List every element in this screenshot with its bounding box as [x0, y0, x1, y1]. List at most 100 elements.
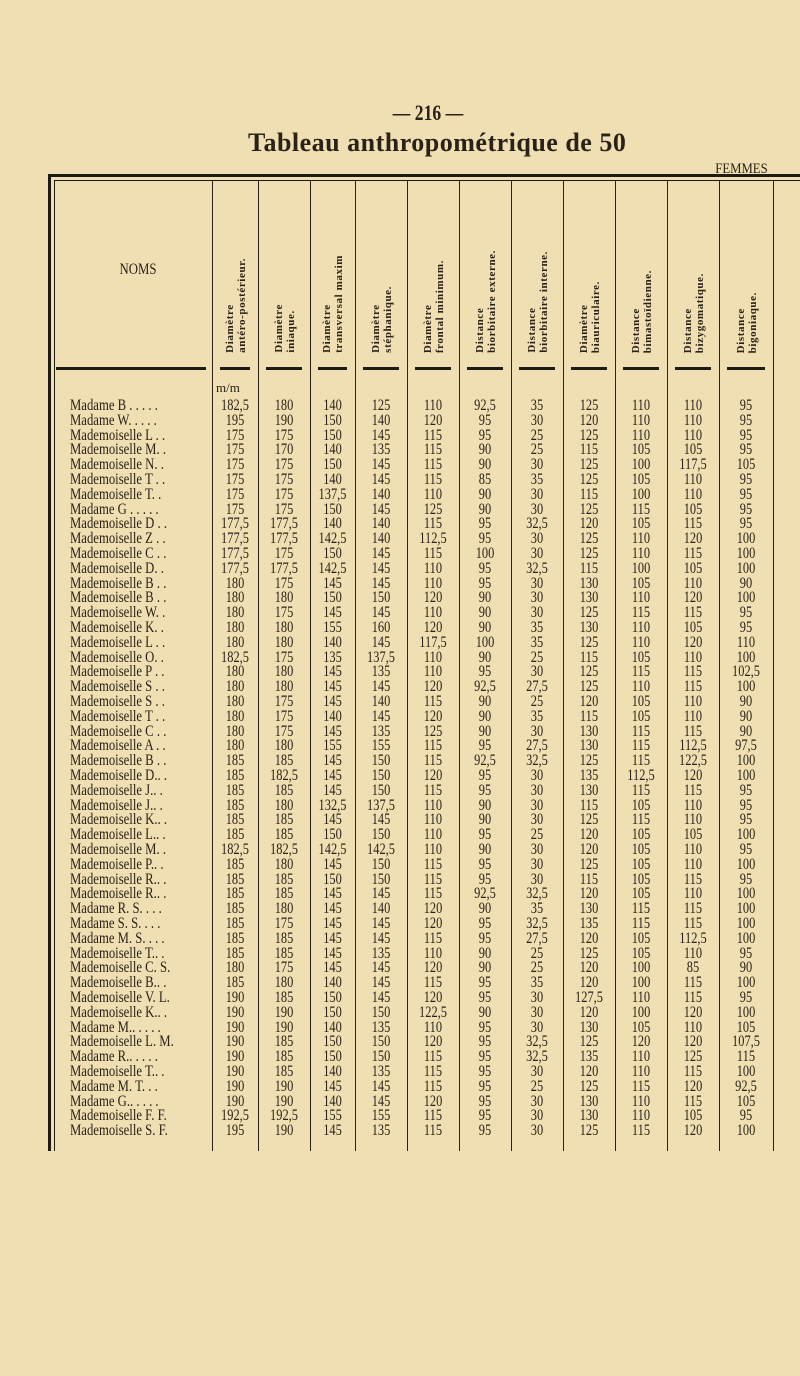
measurement-cell: 175: [225, 456, 245, 474]
measurement-cell: 145: [371, 1092, 391, 1110]
measurement-cell: 185: [274, 1063, 294, 1080]
measurement-cell: 155: [371, 737, 391, 755]
measurement-cell: 130: [579, 781, 599, 799]
column-divider: [355, 181, 356, 1151]
column-header-line: bigoniaque.: [746, 291, 759, 353]
measurement-cell: 100: [475, 545, 495, 562]
measurement-cell: 185: [274, 811, 294, 829]
measurement-cell: 125: [579, 604, 599, 622]
measurement-cell: 95: [478, 1033, 492, 1051]
measurement-cell: 95: [739, 989, 753, 1006]
measurement-cell: 145: [371, 559, 391, 577]
measurement-cell: 120: [423, 1092, 443, 1110]
measurement-cell: 145: [371, 471, 391, 488]
measurement-cell: 110: [683, 841, 703, 858]
column-header-text: Distance bimastoïdienne.: [630, 270, 654, 363]
measurement-cell: 110: [423, 944, 443, 962]
measurement-cell: 90: [739, 722, 753, 740]
measurement-cell: 100: [736, 589, 756, 607]
measurement-cell: 150: [371, 870, 391, 888]
measurement-cell: 125: [579, 530, 599, 548]
measurement-cell: 185: [274, 781, 294, 799]
measurement-cell: 110: [631, 1107, 651, 1125]
measurement-cell: 120: [579, 515, 599, 533]
measurement-cell: 150: [323, 1033, 342, 1051]
measurement-cell: 180: [225, 663, 245, 681]
measurement-cell: 190: [274, 1077, 294, 1095]
table-row: Madame G . . . . . 175 175 150 145 125 90 30 125…: [48, 500, 773, 518]
measurement-cell: 110: [423, 1018, 443, 1036]
column-divider: [212, 181, 213, 1151]
measurement-cell: 117,5: [419, 633, 447, 651]
table-row: Madame W. . . . . 195 190 150 140 120 95 30 120 1…: [48, 411, 773, 429]
header-rule: [220, 367, 250, 370]
measurement-cell: 32,5: [526, 515, 548, 533]
subject-name: Mademoiselle C. S.: [70, 959, 171, 977]
subject-name: Mademoiselle S . .: [70, 678, 165, 696]
measurement-cell: 120: [579, 885, 599, 903]
measurement-cell: 95: [478, 929, 492, 947]
measurement-cell: 190: [274, 1122, 294, 1140]
measurement-cell: 100: [736, 974, 756, 992]
measurement-cell: 195: [225, 1122, 245, 1140]
header-rule: [318, 367, 347, 370]
measurement-cell: 110: [683, 944, 703, 962]
measurement-cell: 95: [478, 411, 492, 429]
table-row: Mademoiselle C . . 180 175 145 135 125 90 30 130…: [48, 722, 773, 740]
measurement-cell: 120: [579, 693, 599, 710]
column-header-line: Diamètre: [223, 304, 236, 353]
measurement-cell: 120: [423, 915, 443, 932]
measurement-cell: 100: [736, 752, 756, 770]
measurement-cell: 32,5: [526, 885, 548, 903]
measurement-cell: 115: [631, 1077, 651, 1095]
measurement-cell: 145: [371, 707, 391, 725]
measurement-cell: 145: [371, 811, 391, 829]
measurement-cell: 115: [683, 900, 703, 918]
measurement-cell: 185: [274, 826, 294, 844]
header-rule: [266, 367, 302, 370]
column-header-text: Diamètre transversal maxim: [321, 255, 345, 363]
measurement-cell: 175: [274, 485, 294, 503]
measurement-cell: 130: [579, 1018, 599, 1036]
measurement-cell: 95: [739, 870, 753, 888]
measurement-cell: 185: [274, 870, 294, 888]
measurement-cell: 90: [478, 959, 492, 977]
subject-name: Mademoiselle T. .: [70, 485, 162, 503]
measurement-cell: 130: [579, 589, 599, 607]
measurement-cell: 120: [423, 678, 443, 696]
measurement-cell: 150: [323, 500, 342, 518]
subject-name: Madame S. S. . . .: [70, 915, 161, 932]
measurement-cell: 120: [683, 589, 703, 607]
measurement-cell: 175: [274, 500, 294, 518]
measurement-cell: 115: [423, 870, 443, 888]
column-header: Distance biorbitaire externe.: [460, 183, 511, 363]
measurement-cell: 140: [323, 974, 342, 992]
column-header-line: Distance: [681, 307, 694, 353]
measurement-cell: 145: [323, 752, 342, 770]
measurement-cell: 185: [225, 885, 245, 903]
measurement-cell: 180: [274, 900, 294, 918]
measurement-cell: 115: [683, 974, 703, 992]
measurement-cell: 192,5: [270, 1107, 298, 1125]
measurement-cell: 105: [683, 441, 703, 459]
column-header-text: Diamètre biauriculaire.: [578, 281, 602, 363]
measurement-cell: 32,5: [526, 1033, 548, 1051]
measurement-cell: 25: [530, 959, 544, 977]
subject-name: Mademoiselle M. .: [70, 441, 167, 459]
measurement-cell: 177,5: [221, 559, 249, 577]
measurement-cell: 30: [530, 589, 544, 607]
column-header-line: Diamètre: [321, 304, 333, 353]
measurement-cell: 95: [478, 1018, 492, 1036]
measurement-cell: 110: [423, 559, 443, 577]
measurement-cell: 95: [478, 781, 492, 799]
subject-name: Mademoiselle P . .: [70, 663, 165, 681]
measurement-cell: 30: [530, 1122, 544, 1140]
measurement-cell: 142,5: [318, 559, 347, 577]
measurement-cell: 115: [631, 737, 651, 755]
subject-name: Mademoiselle B . .: [70, 574, 167, 592]
measurement-cell: 115: [736, 1048, 756, 1066]
measurement-cell: 180: [225, 737, 245, 755]
column-divider: [511, 181, 512, 1151]
measurement-cell: 110: [423, 397, 443, 414]
measurement-cell: 150: [371, 589, 391, 607]
